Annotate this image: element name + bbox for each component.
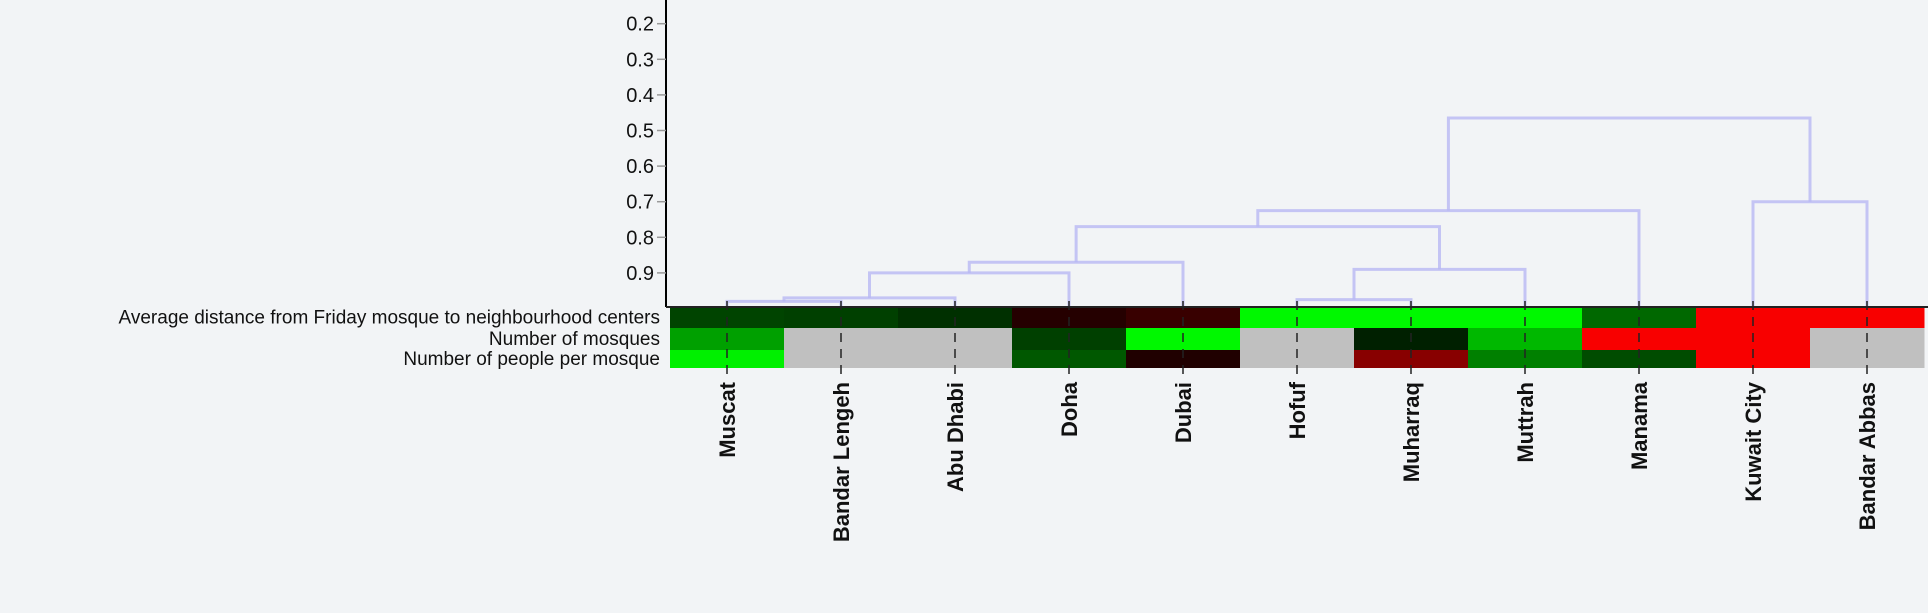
heatmap-cell <box>898 350 1013 368</box>
column-label: Muscat <box>715 381 740 457</box>
heatmap-cell <box>1240 350 1355 368</box>
column-label: Muttrah <box>1513 382 1538 463</box>
column-labels: Muscat Bandar Lengeh Abu Dhabi Doha Dubai Hof… <box>715 381 1880 542</box>
heatmap-cell <box>1468 350 1583 368</box>
y-tick-label: 0.4 <box>626 85 654 107</box>
y-tick-label: 0.9 <box>626 263 654 285</box>
dendrogram-link-I <box>1751 200 1869 307</box>
heatmap-cell <box>1696 350 1811 368</box>
row-label: Number of mosques <box>489 329 660 350</box>
y-tick-label: 0.3 <box>626 49 654 71</box>
column-label: Manama <box>1627 381 1652 470</box>
heatmap-cell <box>670 350 785 368</box>
row-label: Average distance from Friday mosque to n… <box>119 308 660 329</box>
dendrogram-axis: 0.2 0.3 0.4 0.5 0.6 0.7 0.8 0.9 <box>626 0 667 307</box>
y-tick-label: 0.8 <box>626 227 654 249</box>
column-label: Bandar Lengeh <box>829 382 854 542</box>
row-labels: Average distance from Friday mosque to n… <box>119 308 660 371</box>
column-label: Dubai <box>1171 382 1196 443</box>
dendrogram-link-root <box>1446 116 1812 211</box>
column-guides <box>726 301 1868 380</box>
dendrogram-link-E <box>1295 298 1413 307</box>
column-label: Hofuf <box>1285 381 1310 439</box>
heatmap-cell <box>1012 350 1127 368</box>
heatmap-cell <box>1354 350 1469 368</box>
column-label: Doha <box>1057 381 1082 437</box>
y-tick-label: 0.6 <box>626 156 654 178</box>
heatmap-cell <box>1582 350 1697 368</box>
y-tick-label: 0.5 <box>626 121 654 143</box>
column-label: Bandar Abbas <box>1855 382 1880 530</box>
dendrogram-link-H <box>1256 209 1641 307</box>
dendrogram-link-D <box>967 260 1185 307</box>
column-label: Abu Dhabi <box>943 382 968 492</box>
heatmap-cell <box>1810 350 1925 368</box>
column-label: Kuwait City <box>1741 381 1766 502</box>
dendrogram <box>725 116 1869 307</box>
dendrogram-link-C <box>868 271 1071 307</box>
heatmap-cell <box>1126 350 1241 368</box>
dendrogram-link-F <box>1352 267 1527 307</box>
column-label: Muharraq <box>1399 382 1424 482</box>
heatmap-cell <box>784 350 899 368</box>
y-tick-label: 0.2 <box>626 14 654 36</box>
row-label: Number of people per mosque <box>403 349 660 370</box>
y-tick-label: 0.7 <box>626 192 654 214</box>
